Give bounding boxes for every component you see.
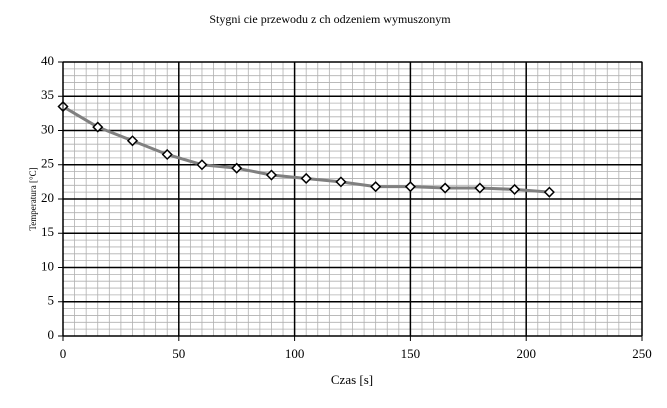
point — [161, 148, 173, 161]
point — [196, 159, 208, 171]
x-tick-label: 50 — [172, 346, 185, 361]
x-tick-label: 250 — [632, 346, 652, 361]
point — [126, 135, 139, 147]
point — [404, 181, 416, 193]
y-tick-label: 15 — [41, 224, 54, 239]
point — [92, 121, 104, 133]
y-tick-label: 25 — [41, 156, 54, 171]
point — [474, 182, 486, 194]
y-tick-label: 0 — [48, 327, 55, 342]
x-tick-label: 200 — [516, 346, 536, 361]
plot-border — [62, 61, 643, 337]
point — [231, 162, 243, 174]
point — [265, 169, 278, 181]
point — [335, 176, 347, 188]
y-tick-label: 35 — [41, 87, 54, 102]
x-tick-label: 0 — [60, 346, 67, 361]
y-tick-label: 5 — [48, 293, 55, 308]
point — [439, 182, 451, 194]
x-axis-label: Czas [s] — [331, 372, 373, 387]
x-tick-label: 100 — [285, 346, 305, 361]
point — [300, 172, 312, 185]
point — [370, 181, 382, 193]
y-tick-label: 30 — [41, 121, 54, 136]
x-tick-label: 150 — [401, 346, 421, 361]
point — [543, 186, 555, 198]
y-tick-label: 40 — [41, 53, 54, 68]
y-tick-label: 10 — [41, 258, 54, 273]
y-tick-label: 20 — [41, 190, 54, 205]
y-axis-label: Temperatura [°C] — [28, 167, 38, 230]
chart-title: Stygni cie przewodu z ch odzeniem wymusz… — [209, 12, 451, 26]
point — [509, 183, 521, 195]
